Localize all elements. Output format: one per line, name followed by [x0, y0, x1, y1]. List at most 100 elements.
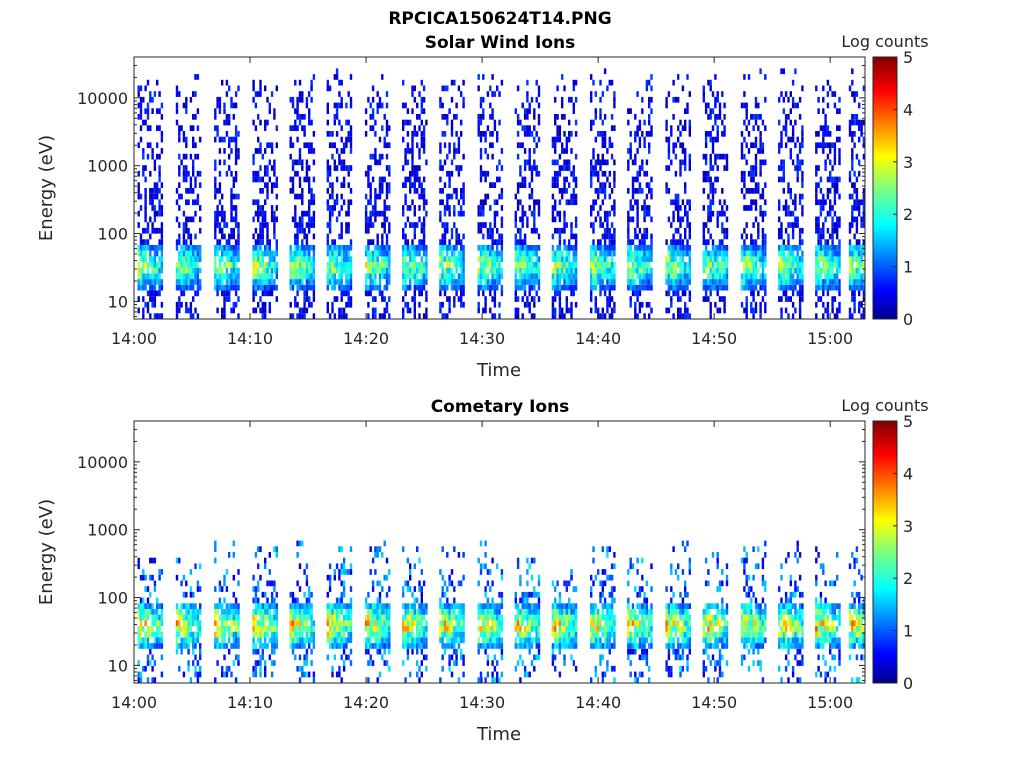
- heatmap-cell: [565, 250, 568, 257]
- heatmap-cell: [328, 313, 332, 319]
- heatmap-cell: [216, 131, 219, 137]
- heatmap-cell: [870, 199, 872, 205]
- heatmap-cell: [613, 307, 616, 314]
- heatmap-cell: [214, 267, 217, 274]
- heatmap-cell: [303, 284, 306, 291]
- heatmap-cell: [684, 233, 687, 240]
- heatmap-cell: [199, 216, 202, 223]
- heatmap-cell: [294, 256, 297, 262]
- heatmap-cell: [643, 233, 646, 240]
- heatmap-cell: [296, 159, 299, 166]
- heatmap-cell: [645, 79, 649, 86]
- heatmap-cell: [848, 239, 852, 245]
- heatmap-cell: [418, 182, 421, 188]
- heatmap-cell: [704, 102, 708, 109]
- heatmap-cell: [670, 267, 673, 274]
- heatmap-cell: [409, 245, 412, 251]
- heatmap-cell: [342, 245, 346, 251]
- heatmap-cell: [867, 245, 869, 251]
- heatmap-cell: [610, 313, 614, 319]
- heatmap-cell: [137, 603, 140, 609]
- heatmap-cell: [187, 603, 190, 609]
- heatmap-cell: [759, 205, 762, 211]
- heatmap-cell: [312, 199, 316, 206]
- heatmap-cell: [420, 239, 423, 245]
- heatmap-cell: [185, 637, 188, 644]
- heatmap-cell: [413, 170, 416, 177]
- heatmap-cell: [778, 176, 781, 183]
- heatmap-cell: [460, 250, 463, 257]
- heatmap-cell: [519, 170, 522, 177]
- heatmap-cell: [228, 245, 231, 251]
- heatmap-cell: [416, 102, 419, 109]
- heatmap-cell: [784, 256, 788, 262]
- heatmap-cell: [759, 313, 762, 319]
- heatmap-cell: [402, 245, 405, 251]
- heatmap-cell: [638, 301, 642, 308]
- heatmap-cell: [223, 301, 226, 308]
- heatmap-cell: [634, 136, 637, 143]
- heatmap-cell: [259, 245, 262, 251]
- heatmap-cell: [761, 262, 765, 268]
- heatmap-cell: [342, 256, 346, 262]
- heatmap-cell: [855, 256, 859, 262]
- y-axis-label: Energy (eV): [36, 135, 57, 241]
- heatmap-cell: [489, 102, 492, 109]
- heatmap-cell: [218, 102, 222, 109]
- heatmap-cell: [627, 108, 630, 114]
- heatmap-cell: [568, 250, 571, 257]
- heatmap-cell: [860, 284, 863, 291]
- heatmap-cell: [298, 176, 302, 183]
- heatmap-cell: [677, 193, 680, 200]
- heatmap-cell: [780, 131, 783, 137]
- heatmap-cell: [303, 262, 306, 268]
- heatmap-cell: [160, 614, 164, 621]
- heatmap-cell: [535, 165, 538, 171]
- heatmap-cell: [819, 279, 823, 285]
- heatmap-cell: [759, 159, 762, 166]
- heatmap-cell: [627, 239, 630, 245]
- heatmap-cell: [826, 256, 830, 262]
- heatmap-cell: [312, 250, 316, 257]
- heatmap-cell: [601, 233, 604, 240]
- heatmap-cell: [139, 102, 143, 109]
- heatmap-cell: [608, 210, 611, 217]
- heatmap-cell: [590, 290, 593, 297]
- heatmap-cell: [711, 193, 715, 200]
- heatmap-cell: [153, 210, 157, 217]
- heatmap-cell: [599, 262, 602, 268]
- heatmap-cell: [149, 290, 152, 297]
- heatmap-cell: [826, 102, 830, 109]
- heatmap-cell: [264, 637, 267, 644]
- heatmap-cell: [406, 301, 410, 308]
- heatmap-cell: [199, 245, 202, 251]
- heatmap-cell: [672, 313, 675, 319]
- heatmap-cell: [572, 85, 575, 92]
- heatmap-cell: [264, 210, 267, 217]
- heatmap-cell: [572, 102, 575, 109]
- heatmap-cell: [554, 170, 557, 177]
- heatmap-cell: [789, 296, 792, 302]
- heatmap-cell: [817, 273, 820, 280]
- heatmap-cell: [257, 262, 260, 268]
- heatmap-cell: [833, 313, 837, 319]
- heatmap-cell: [158, 637, 161, 644]
- heatmap-cell: [723, 250, 726, 257]
- heatmap-cell: [674, 239, 678, 245]
- heatmap-cell: [160, 250, 164, 257]
- heatmap-cell: [709, 165, 712, 171]
- heatmap-cell: [613, 210, 616, 217]
- heatmap-cell: [273, 216, 276, 223]
- heatmap-cell: [404, 148, 407, 154]
- heatmap-cell: [214, 546, 217, 552]
- heatmap-cell: [716, 279, 719, 285]
- heatmap-cell: [711, 267, 715, 274]
- heatmap-cell: [791, 301, 795, 308]
- heatmap-cell: [554, 279, 557, 285]
- heatmap-cell: [829, 284, 832, 291]
- heatmap-cell: [308, 142, 311, 149]
- heatmap-cell: [711, 245, 715, 251]
- heatmap-cell: [608, 267, 611, 274]
- heatmap-cell: [498, 262, 501, 268]
- heatmap-cell: [716, 210, 719, 217]
